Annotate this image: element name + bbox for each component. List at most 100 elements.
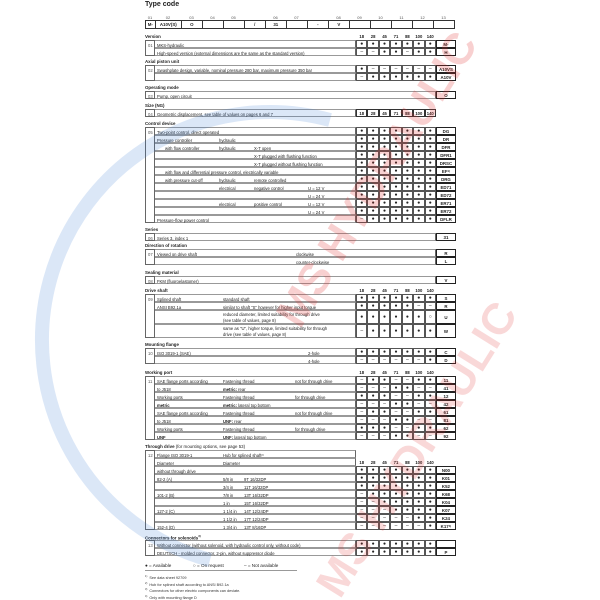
option-code[interactable]: U [435, 310, 456, 324]
option-code[interactable]: ED71 [435, 183, 456, 191]
option-code[interactable] [435, 540, 456, 548]
option-code[interactable]: 31 [435, 233, 456, 241]
option-code[interactable]: K04 [435, 498, 456, 506]
availability-cell: ● [390, 310, 402, 324]
availability-cell: ● [367, 175, 379, 183]
availability-cell: ● [401, 167, 414, 175]
availability-cell: ● [401, 135, 414, 143]
option-code[interactable]: 62 [435, 424, 456, 432]
position-number: 13 [145, 540, 155, 556]
section-mounting: Mounting flange 10 ISO 3019-1 (SAE) 2-hole ●… [145, 342, 457, 364]
option-code[interactable]: 61 [435, 408, 456, 416]
option-code[interactable]: R [435, 302, 456, 310]
section-title: Operating mode [145, 85, 457, 91]
type-code-box [223, 20, 245, 29]
option-code[interactable]: K52 [435, 482, 456, 490]
option-code-text: EF [441, 168, 448, 174]
option-code[interactable]: S [435, 294, 456, 302]
size-option[interactable]: 71 [390, 109, 402, 117]
availability-cell: ● [401, 506, 414, 514]
option-description: 1 in 15T 16/32DP [155, 498, 356, 506]
position-number: 12 [145, 450, 155, 530]
size-option[interactable]: 45 [378, 109, 391, 117]
availability-cell: ● [413, 424, 425, 432]
type-code-position-label: 11 [399, 15, 404, 20]
option-code[interactable]: DRSC [435, 159, 456, 167]
availability-cell: ● [424, 175, 436, 183]
option-description: U = 24 V [155, 191, 356, 199]
size-option[interactable]: 88 [401, 109, 414, 117]
option-code[interactable]: H [435, 48, 456, 56]
availability-cell: ● [413, 183, 425, 191]
type-code-box: M- [145, 20, 156, 29]
availability-cell: ● [390, 207, 402, 215]
option-code[interactable]: 81 [435, 416, 456, 424]
description-text: Viewed on drive shaft [157, 251, 197, 257]
availability-cell: – [424, 432, 436, 440]
size-option[interactable]: 100 [413, 109, 425, 117]
availability-cell: ● [424, 183, 436, 191]
option-code-text: S [444, 295, 448, 301]
option-code[interactable]: 12 [435, 392, 456, 400]
availability-cell: ● [424, 392, 436, 400]
option-code[interactable]: K07 [435, 506, 456, 514]
description-text: UNF: lateral top bottom [223, 434, 267, 440]
option-code[interactable]: K17 4) [435, 522, 456, 530]
option-code[interactable]: N00 [435, 466, 456, 474]
availability-cell: ● [413, 310, 425, 324]
description-text: for through drive [295, 426, 326, 432]
option-code[interactable]: ED72 [435, 191, 456, 199]
availability-cell: ● [413, 324, 425, 338]
availability-cell: ● [367, 135, 379, 143]
option-code[interactable]: W [435, 324, 456, 338]
size-option[interactable]: 18 [356, 109, 368, 117]
option-code[interactable]: P [435, 548, 456, 556]
availability-cell: – [378, 514, 391, 522]
option-code[interactable]: R [435, 249, 456, 257]
option-code[interactable]: O [435, 91, 456, 99]
availability-cell: ● [378, 376, 391, 384]
position-number: 10 [145, 348, 155, 364]
option-code-text: R [444, 250, 448, 256]
description-text: hydraulic [219, 137, 236, 143]
option-code[interactable]: M- [435, 40, 456, 48]
option-code[interactable]: V [435, 276, 456, 284]
option-code-text: 42 [443, 401, 449, 407]
availability-cell: – [356, 498, 368, 506]
option-code[interactable]: A10VS [435, 65, 456, 73]
option-code[interactable]: 11 [435, 376, 456, 384]
option-code[interactable]: D [435, 356, 456, 364]
option-description: without through drive [155, 466, 356, 474]
description-text: 15T 16/32DP [244, 500, 269, 506]
option-code[interactable]: L [435, 257, 456, 265]
size-option[interactable]: 140 [424, 109, 436, 117]
option-code[interactable]: DG [435, 127, 456, 135]
option-code[interactable]: 41 [435, 384, 456, 392]
size-option[interactable]: 28 [367, 109, 379, 117]
option-code[interactable]: DFR [435, 143, 456, 151]
option-code[interactable]: EF 1) [435, 167, 456, 175]
option-code[interactable]: DFLR [435, 215, 456, 223]
option-description: MKS-hydraulic [155, 40, 356, 48]
availability-cell: ● [378, 48, 391, 56]
availability-cell: ● [390, 48, 402, 56]
option-code[interactable]: A10V [435, 73, 456, 81]
type-code-position-label: 08 [336, 15, 341, 20]
section-control: Control device 05 Two-point control, direc… [145, 121, 457, 223]
availability-cell: ● [401, 324, 414, 338]
availability-cell: ● [413, 215, 425, 223]
option-code[interactable]: DRG [435, 175, 456, 183]
option-code[interactable]: ER72 [435, 207, 456, 215]
option-code[interactable]: K01 [435, 474, 456, 482]
option-code[interactable]: ER71 [435, 199, 456, 207]
option-code[interactable]: K24 [435, 514, 456, 522]
option-code[interactable]: 42 [435, 400, 456, 408]
option-code[interactable]: DFR1 [435, 151, 456, 159]
availability-cell: ● [367, 151, 379, 159]
option-code[interactable]: K68 [435, 490, 456, 498]
option-code[interactable]: C [435, 348, 456, 356]
availability-cell: ● [367, 490, 379, 498]
option-code[interactable]: DR [435, 135, 456, 143]
section-sealing: Sealing material 08 FKM (fluoroelastomer) V [145, 270, 457, 284]
option-code[interactable]: 92 [435, 432, 456, 440]
